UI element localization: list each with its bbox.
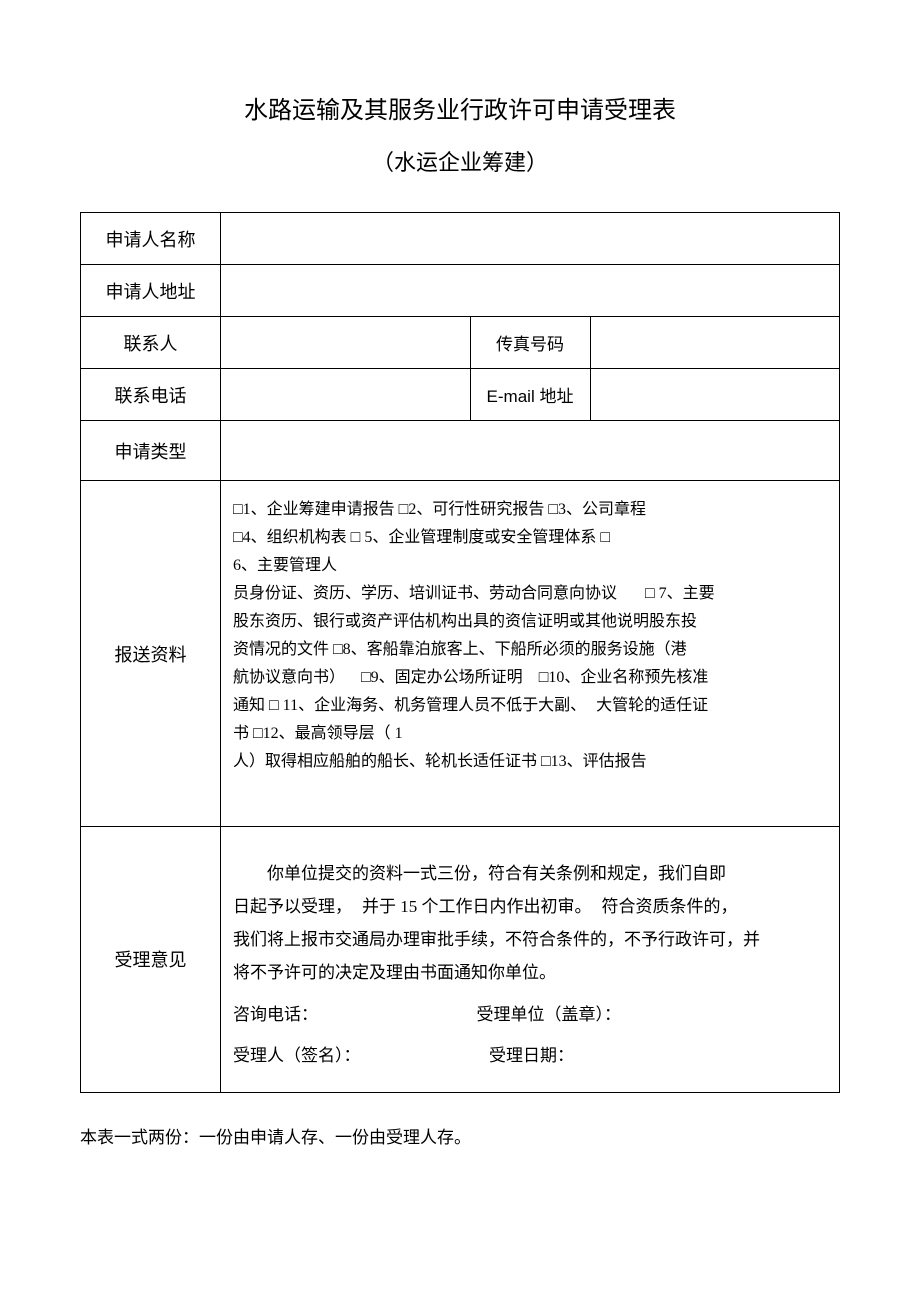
label-applicant-address: 申请人地址 xyxy=(81,265,221,317)
value-applicant-name[interactable] xyxy=(221,213,840,265)
opinion-line: 将不予许可的决定及理由书面通知你单位。 xyxy=(233,956,827,989)
materials-line: □1、企业筹建申请报告 □2、可行性研究报告 □3、公司章程 xyxy=(233,496,827,524)
materials-line: □4、组织机构表 □ 5、企业管理制度或安全管理体系 □ xyxy=(233,524,827,552)
subtitle: （水运企业筹建） xyxy=(80,145,840,177)
label-applicant-name: 申请人名称 xyxy=(81,213,221,265)
acceptor-label: 受理人（签名）： xyxy=(233,1046,361,1065)
application-table: 申请人名称 申请人地址 联系人 传真号码 联系电话 E-mail 地址 申请类型… xyxy=(80,212,840,1093)
label-contact-person: 联系人 xyxy=(81,317,221,369)
main-title: 水路运输及其服务业行政许可申请受理表 xyxy=(80,90,840,125)
accept-unit-label: 受理单位（盖章）： xyxy=(477,1005,622,1024)
opinion-line: 日起予以受理，并于 15 个工作日内作出初审。符合资质条件的， xyxy=(233,890,827,923)
value-applicant-address[interactable] xyxy=(221,265,840,317)
value-email[interactable] xyxy=(590,369,840,421)
materials-line: 书 □12、最高领导层（ 1 xyxy=(233,720,827,748)
label-opinion: 受理意见 xyxy=(81,827,221,1093)
opinion-sign-row: 受理人（签名）： 受理日期： xyxy=(233,1039,827,1072)
label-fax: 传真号码 xyxy=(470,317,590,369)
materials-line: 6、主要管理人 xyxy=(233,552,827,580)
materials-line: 人）取得相应船舶的船长、轮机长适任证书 □13、评估报告 xyxy=(233,748,827,776)
materials-line: 资情况的文件 □8、客船靠泊旅客上、下船所必须的服务设施（港 xyxy=(233,636,827,664)
materials-line: 股东资历、银行或资产评估机构出具的资信证明或其他说明股东投 xyxy=(233,608,827,636)
label-phone: 联系电话 xyxy=(81,369,221,421)
value-application-type[interactable] xyxy=(221,421,840,481)
value-contact-person[interactable] xyxy=(221,317,471,369)
value-phone[interactable] xyxy=(221,369,471,421)
materials-line: 员身份证、资历、学历、培训证书、劳动合同意向协议□ 7、主要 xyxy=(233,580,827,608)
label-email: E-mail 地址 xyxy=(470,369,590,421)
opinion-phone-row: 咨询电话： 受理单位（盖章）： xyxy=(233,998,827,1031)
label-application-type: 申请类型 xyxy=(81,421,221,481)
opinion-line: 我们将上报市交通局办理审批手续，不符合条件的，不予行政许可，并 xyxy=(233,923,827,956)
opinion-line: 你单位提交的资料一式三份，符合有关条例和规定，我们自即 xyxy=(233,857,827,890)
materials-line: 通知 □ 11、企业海务、机务管理人员不低于大副、大管轮的适任证 xyxy=(233,692,827,720)
consult-phone-label: 咨询电话： xyxy=(233,1005,318,1024)
value-fax[interactable] xyxy=(590,317,840,369)
materials-line: 航协议意向书）□9、固定办公场所证明□10、企业名称预先核准 xyxy=(233,664,827,692)
footer-note: 本表一式两份：一份由申请人存、一份由受理人存。 xyxy=(80,1123,840,1148)
opinion-content: 你单位提交的资料一式三份，符合有关条例和规定，我们自即 日起予以受理，并于 15… xyxy=(221,827,840,1093)
label-materials: 报送资料 xyxy=(81,481,221,827)
accept-date-label: 受理日期： xyxy=(489,1046,574,1065)
materials-content: □1、企业筹建申请报告 □2、可行性研究报告 □3、公司章程 □4、组织机构表 … xyxy=(221,481,840,827)
